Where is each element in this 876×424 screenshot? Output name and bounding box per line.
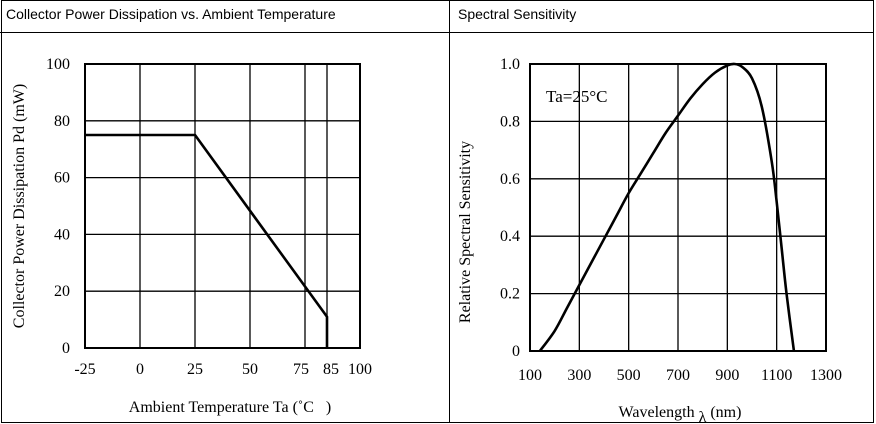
right-series-line-0	[538, 62, 796, 352]
right-y-tick-label: 0.8	[500, 113, 520, 130]
right-x-tick-label: 900	[715, 367, 739, 384]
left-x-tick-label: 0	[136, 361, 144, 378]
right-x-axis-label-part: λ	[695, 409, 707, 424]
left-x-tick-label: -25	[74, 361, 95, 378]
right-plot-border	[529, 63, 827, 352]
left-y-axis-label: Collector Power Dissipation Pd (mW)	[11, 84, 28, 328]
title-row-divider	[0, 32, 874, 33]
left-x-tick-label: 75	[293, 361, 309, 378]
right-x-axis-label-part: (nm)	[706, 404, 741, 421]
left-panel-title: Collector Power Dissipation vs. Ambient …	[6, 6, 336, 22]
left-y-tick-label: 80	[54, 113, 70, 130]
right-panel-title: Spectral Sensitivity	[458, 6, 577, 22]
right-y-tick-label: 0.2	[500, 286, 520, 303]
panel-divider	[449, 0, 450, 423]
left-plot-border	[84, 63, 361, 349]
right-x-axis-label-part: Wavelength	[619, 404, 695, 421]
right-x-axis-label: Wavelength λ (nm)	[619, 404, 742, 424]
left-y-tick-label: 100	[46, 56, 70, 73]
right-annotation: Ta=25°C	[546, 87, 607, 106]
left-y-tick-label: 60	[54, 170, 70, 187]
right-y-tick-label: 1.0	[500, 56, 520, 73]
left-x-tick-label: 25	[187, 361, 203, 378]
left-y-tick-label: 40	[54, 226, 70, 243]
left-x-tick-label: 50	[242, 361, 258, 378]
right-y-axis-label: Relative Spectral Sensitivity	[457, 141, 474, 323]
left-y-tick-label: 20	[54, 283, 70, 300]
right-y-tick-label: 0.4	[500, 228, 520, 245]
right-x-tick-label: 1100	[761, 367, 792, 384]
right-x-tick-label: 300	[567, 367, 591, 384]
right-x-tick-label: 700	[666, 367, 690, 384]
right-y-tick-label: 0	[512, 343, 520, 360]
left-x-tick-label: 85	[323, 361, 339, 378]
left-y-tick-label: 0	[62, 340, 70, 357]
left-series-line-0	[85, 133, 329, 348]
left-x-axis-label: Ambient Temperature Ta (˚C )	[129, 399, 331, 416]
right-x-tick-label: 500	[617, 367, 641, 384]
right-y-tick-label: 0.6	[500, 171, 520, 188]
right-x-tick-label: 100	[518, 367, 542, 384]
left-x-tick-label: 100	[348, 361, 372, 378]
right-x-tick-label: 1300	[810, 367, 842, 384]
